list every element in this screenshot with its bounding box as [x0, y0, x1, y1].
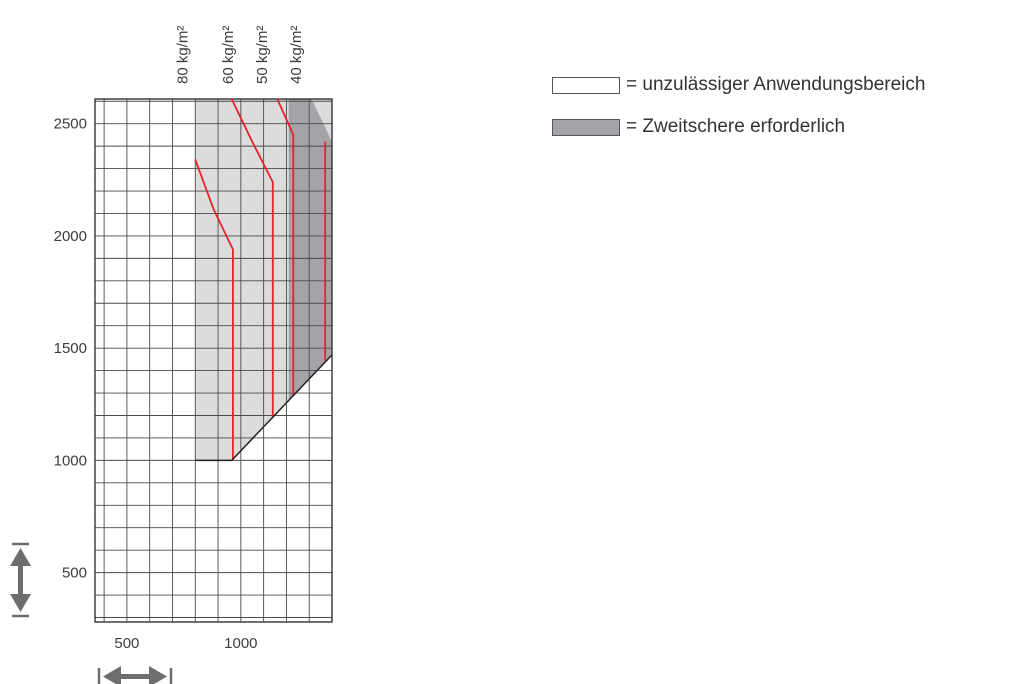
top-label: 60 kg/m² [220, 26, 237, 84]
legend-label: = unzulässiger Anwendungsbereich [626, 74, 926, 95]
legend-item-zweitschere: = Zweitschere erforderlich [552, 116, 845, 138]
grid-layer [94, 98, 333, 623]
top-label: 80 kg/m² [174, 26, 191, 84]
boundary-layer [195, 354, 333, 462]
series-line [194, 159, 234, 461]
y-tick-label: 1000 [54, 452, 87, 469]
legend-label: = Zweitschere erforderlich [626, 116, 846, 137]
y-tick-label: 500 [62, 565, 87, 582]
x-tick-label: 1000 [224, 635, 257, 652]
legend-swatch [552, 118, 620, 136]
series-line [276, 98, 295, 396]
vertical-dimension-arrow-icon [10, 542, 31, 618]
legend-swatch [552, 76, 620, 94]
y-tick-label: 2000 [54, 228, 87, 245]
plot-frame [94, 98, 333, 623]
x-axis: 500 1000 [114, 635, 257, 652]
y-tick-label: 2500 [54, 116, 87, 133]
series-line [230, 98, 274, 418]
series-layer [194, 98, 327, 461]
legend-item-unzulaessig: = unzulässiger Anwendungsbereich [552, 74, 925, 96]
top-labels: 80 kg/m² 60 kg/m² 50 kg/m² 40 kg/m² [174, 26, 305, 84]
boundary-line [195, 354, 333, 462]
horizontal-dimension-arrow-icon [97, 666, 173, 684]
top-label: 40 kg/m² [288, 26, 305, 84]
x-tick-label: 500 [114, 635, 139, 652]
y-tick-label: 1500 [54, 340, 87, 357]
top-label: 50 kg/m² [254, 26, 271, 84]
y-axis: 500 1000 1500 2000 2500 [54, 116, 87, 582]
